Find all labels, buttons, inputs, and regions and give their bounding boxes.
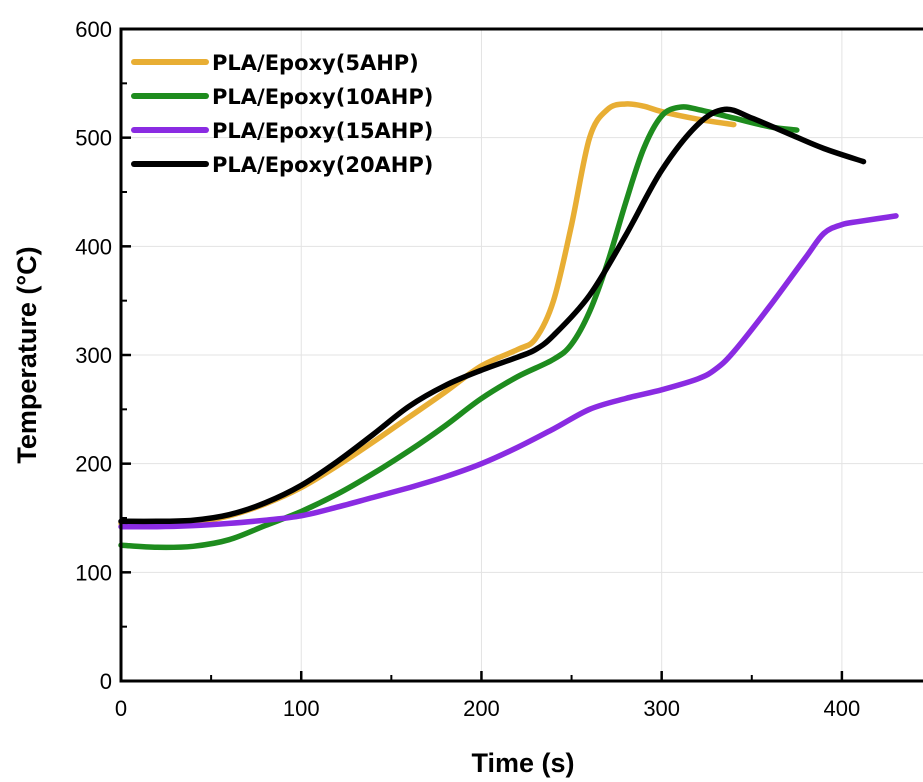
y-tick-label: 400 <box>75 234 112 259</box>
y-tick-label: 500 <box>75 126 112 151</box>
y-tick-label: 0 <box>100 669 112 694</box>
legend-label: PLA/Epoxy(10AHP) <box>212 85 433 109</box>
x-tick-label: 300 <box>643 696 680 721</box>
legend-label: PLA/Epoxy(5AHP) <box>212 51 419 75</box>
x-axis-title: Time (s) <box>471 748 574 778</box>
y-tick-label: 200 <box>75 452 112 477</box>
y-tick-label: 300 <box>75 343 112 368</box>
legend-label: PLA/Epoxy(15AHP) <box>212 119 433 143</box>
legend: PLA/Epoxy(5AHP) PLA/Epoxy(10AHP) PLA/Epoxy… <box>131 51 433 177</box>
x-tick-label: 0 <box>115 696 127 721</box>
x-tick-label: 400 <box>824 696 861 721</box>
x-tick-label: 200 <box>463 696 500 721</box>
legend-label: PLA/Epoxy(20AHP) <box>212 153 433 177</box>
series-line-3 <box>118 213 899 530</box>
y-tick-label: 600 <box>75 17 112 42</box>
y-axis-ticks: 0 100 200 300 400 500 600 <box>75 17 131 694</box>
series-line-4 <box>118 106 867 525</box>
x-tick-label: 100 <box>283 696 320 721</box>
series-line-2 <box>118 104 800 551</box>
y-tick-label: 100 <box>75 560 112 585</box>
y-axis-title: Temperature (°C) <box>12 246 42 463</box>
series-lines <box>118 101 899 551</box>
x-axis-ticks: 0 100 200 300 400 <box>115 671 860 721</box>
